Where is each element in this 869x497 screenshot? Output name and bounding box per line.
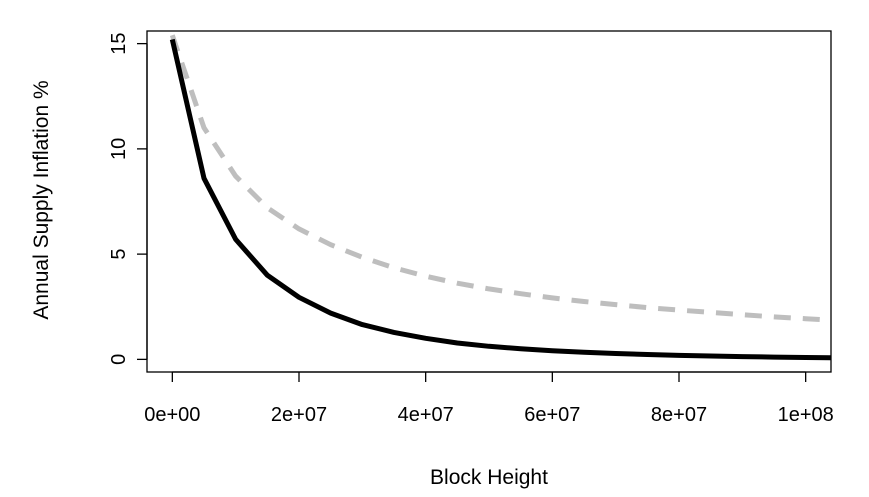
x-tick-label: 0e+00 xyxy=(144,404,200,426)
series-line-solid xyxy=(169,38,832,361)
y-tick-label: 15 xyxy=(108,33,130,55)
plot-frame xyxy=(146,30,832,373)
y-axis-title: Annual Supply Inflation % xyxy=(30,80,53,319)
x-axis-title: Block Height xyxy=(430,466,548,489)
series-line-dashed xyxy=(169,34,832,323)
x-tick-label: 4e+07 xyxy=(398,404,454,426)
y-axis: 0 5 10 15 xyxy=(108,33,148,365)
x-tick-label: 8e+07 xyxy=(651,404,707,426)
y-tick-label: 5 xyxy=(108,249,130,260)
x-tick-label: 1e+08 xyxy=(778,404,834,426)
x-axis: 0e+00 2e+07 4e+07 6e+07 8e+07 1e+08 xyxy=(144,371,834,426)
y-tick-label: 10 xyxy=(108,138,130,160)
series-layer xyxy=(169,34,832,361)
y-tick-label: 0 xyxy=(108,354,130,365)
x-tick-label: 2e+07 xyxy=(271,404,327,426)
x-tick-label: 6e+07 xyxy=(524,404,580,426)
